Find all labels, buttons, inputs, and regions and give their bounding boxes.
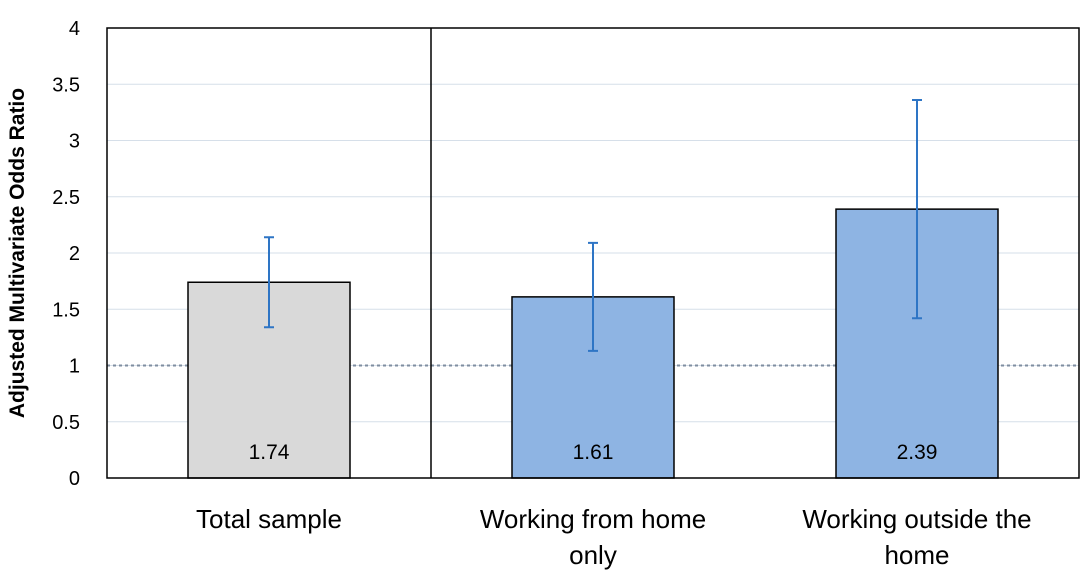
value-labels: 1.74 1.61 2.39 (249, 441, 938, 464)
y-tick-label-2: 1 (69, 356, 80, 378)
plot-border (106, 27, 1080, 479)
category-label-line: Working outside the (802, 504, 1031, 534)
value-label-2: 2.39 (897, 441, 938, 464)
category-label-line: only (569, 540, 617, 570)
y-tick-labels: 0 0.5 1 1.5 2 2.5 3 3.5 4 (52, 18, 80, 490)
plot-frame (106, 27, 1080, 479)
y-tick-label-4: 2 (69, 243, 80, 265)
category-label-line: Total sample (196, 504, 342, 534)
y-tick-label-5: 2.5 (52, 187, 80, 209)
y-tick-label-0: 0 (69, 468, 80, 490)
value-label-0: 1.74 (249, 441, 290, 464)
y-axis-title: Adjusted Multivariate Odds Ratio (6, 88, 29, 418)
category-label-line: Working from home (480, 504, 706, 534)
y-tick-label-1: 0.5 (52, 412, 80, 434)
x-category-labels: Total sample Working from home onlyWorking… (196, 504, 1032, 570)
category-label-0: Total sample (196, 504, 342, 534)
category-label-line: home (884, 540, 949, 570)
y-tick-label-6: 3 (69, 131, 80, 153)
y-tick-label-8: 4 (69, 18, 80, 40)
error-bars-group (264, 99, 922, 352)
y-tick-label-3: 1.5 (52, 299, 80, 321)
category-label-1: Working from home only (480, 504, 706, 570)
value-label-1: 1.61 (573, 441, 614, 464)
y-tick-label-7: 3.5 (52, 74, 80, 96)
category-label-2: Working outside the home (802, 504, 1031, 570)
